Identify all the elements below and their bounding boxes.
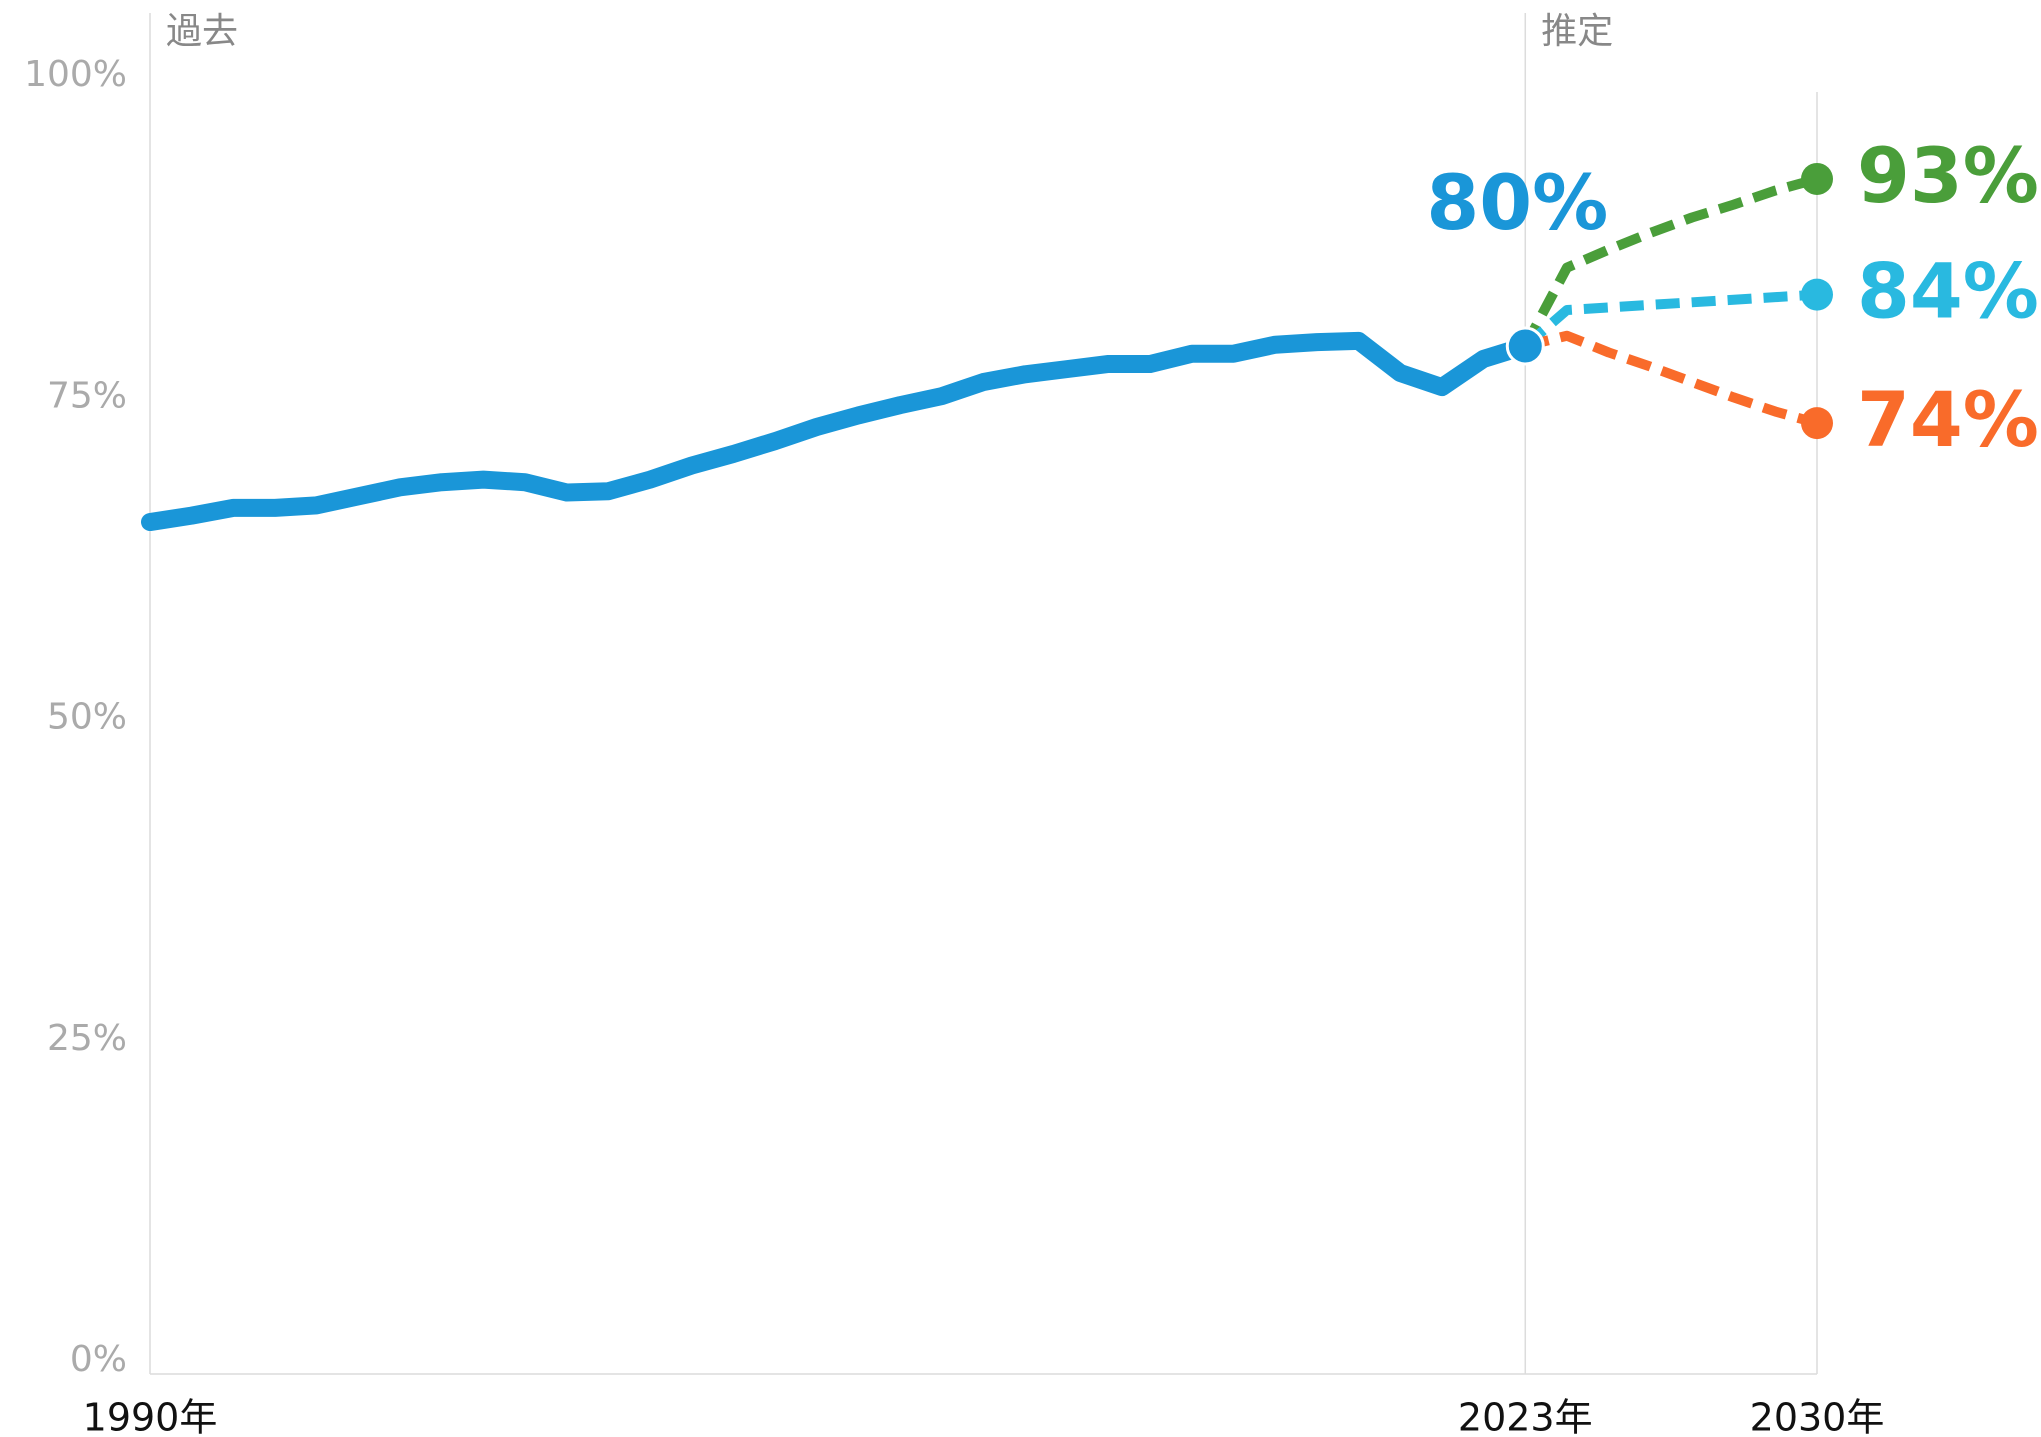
y-tick-label: 0% [70, 1339, 127, 1380]
y-tick-label: 75% [47, 375, 127, 416]
projection-line [1520, 174, 1819, 349]
region-label: 推定 [1541, 11, 1613, 52]
end-point [1801, 407, 1833, 440]
y-tick-label: 100% [24, 54, 127, 95]
value-label: 84% [1857, 247, 2039, 336]
x-tick-label: 2023年 [1458, 1396, 1593, 1437]
projection-line [1524, 330, 1819, 428]
history-line [141, 331, 1535, 532]
end-point [1505, 326, 1545, 366]
region-label: 過去 [166, 11, 238, 52]
y-tick-label: 50% [47, 697, 127, 738]
value-label: 74% [1857, 375, 2039, 464]
x-tick-label: 1990年 [83, 1396, 218, 1437]
y-tick-label: 25% [47, 1018, 127, 1059]
value-label: 93% [1857, 131, 2039, 220]
x-tick-label: 2030年 [1750, 1396, 1885, 1437]
projection-line [1522, 289, 1818, 350]
end-point [1801, 278, 1833, 311]
value-label: 80% [1426, 158, 1608, 247]
end-point [1801, 162, 1833, 195]
